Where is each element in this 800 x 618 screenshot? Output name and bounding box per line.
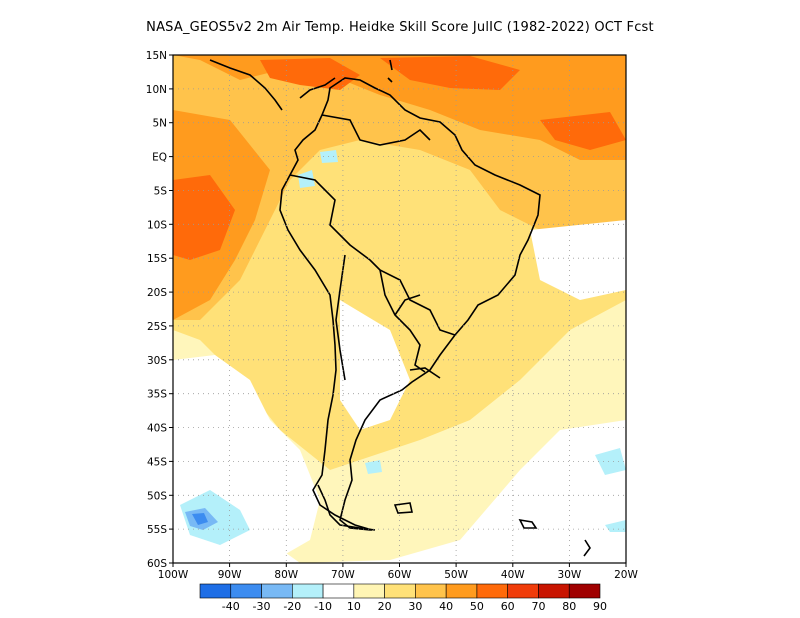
lat-label: 50S: [147, 490, 167, 502]
lat-label: 35S: [147, 389, 167, 401]
lon-label: 50W: [444, 569, 468, 581]
colorbar-label: 80: [562, 600, 576, 613]
lon-label: 40W: [501, 569, 525, 581]
colorbar-label: -10: [314, 600, 332, 613]
colorbar-swatch: [384, 583, 416, 599]
skill-region-60-c: [540, 112, 626, 150]
chart-title: NASA_GEOS5v2 2m Air Temp. Heidke Skill S…: [146, 20, 654, 35]
lon-label: 70W: [331, 569, 355, 581]
colorbar-label: 90: [593, 600, 607, 613]
skill-region-white-atlantic: [530, 220, 626, 300]
colorbar-label: 30: [408, 600, 422, 613]
lon-label: 90W: [218, 569, 242, 581]
lat-label: 55S: [147, 524, 167, 536]
lat-label: 40S: [147, 423, 167, 435]
colorbar-swatch: [261, 583, 293, 599]
colorbar-swatch: [322, 583, 355, 599]
colorbar-label: 40: [439, 600, 453, 613]
lat-labels: 15N 10N 5N EQ 5S 10S 15S 20S 25S 30S 35S…: [146, 50, 168, 570]
lat-label: 10S: [147, 219, 167, 231]
lon-label: 100W: [158, 569, 189, 581]
skill-region-white-argentina: [340, 300, 410, 430]
colorbar-swatch: [292, 583, 324, 599]
skill-region-neg-atlantic-s: [605, 520, 626, 532]
skill-region-60-d: [173, 175, 235, 260]
colorbar-label: 60: [501, 600, 515, 613]
colorbar-label: -30: [253, 600, 271, 613]
skill-region-neg-atlantic: [595, 448, 626, 475]
lat-label: 25S: [147, 321, 167, 333]
lat-label: 30S: [147, 355, 167, 367]
colorbar-swatch: [507, 583, 539, 599]
skill-region-60-b: [380, 56, 520, 90]
lat-label: 5N: [152, 118, 167, 130]
colorbar-swatch: [415, 583, 447, 599]
skill-region-60: [260, 58, 360, 90]
lat-label: 15S: [147, 253, 167, 265]
skill-region-neg-andes: [365, 460, 382, 474]
colorbar: -40 -30 -20 -10 10 20 30 40 50 60 70 80 90: [199, 583, 607, 613]
colorbar-label: 70: [531, 600, 545, 613]
lon-label: 20W: [614, 569, 638, 581]
skill-region-50-north: [173, 55, 626, 160]
lon-label: 60W: [388, 569, 412, 581]
lat-label: 45S: [147, 456, 167, 468]
colorbar-label: -40: [222, 600, 240, 613]
lon-label: 80W: [274, 569, 298, 581]
colorbar-swatch: [199, 583, 232, 599]
colorbar-swatch: [445, 583, 478, 599]
colorbar-swatch: [230, 583, 262, 599]
skill-region-neg-pacific-core2: [192, 513, 208, 525]
lat-label: 20S: [147, 287, 167, 299]
colorbar-swatch: [568, 583, 601, 599]
coastlines: [209, 59, 591, 557]
lat-label: 5S: [154, 186, 168, 198]
gridlines: [173, 55, 626, 563]
tick-marks: [169, 54, 627, 567]
colorbar-label: -20: [283, 600, 301, 613]
lat-label: EQ: [152, 152, 167, 164]
colorbar-label: 50: [470, 600, 484, 613]
lon-labels: 100W 90W 80W 70W 60W 50W 40W 30W 20W: [158, 569, 639, 581]
colorbar-swatch: [538, 583, 570, 599]
colorbar-swatch: [476, 583, 508, 599]
colorbar-swatch: [353, 583, 385, 599]
colorbar-label: 10: [347, 600, 361, 613]
lat-label: 60S: [147, 558, 167, 570]
lon-label: 30W: [558, 569, 582, 581]
colorbar-label: 20: [378, 600, 392, 613]
skill-region-neg-pacific: [180, 490, 250, 545]
lat-label: 10N: [146, 84, 167, 96]
lat-label: 15N: [146, 50, 167, 62]
